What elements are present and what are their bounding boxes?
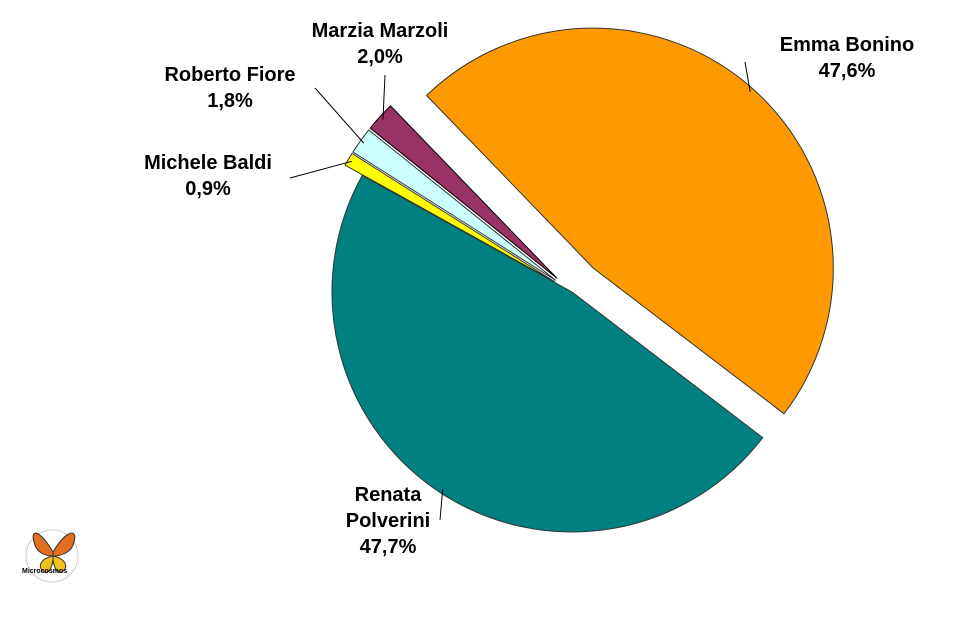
slice-label: Marzia Marzoli 2,0% [280,18,480,70]
category-label: Roberto Fiore [164,64,296,86]
slice-label: Roberto Fiore 1,8% [130,62,330,114]
slice-label: Emma Bonino 47,6% [747,32,947,84]
leader-line [314,87,365,144]
pie-slice [369,105,558,279]
value-label: 0,9% [185,178,231,200]
pie-slice [344,152,556,283]
slice-label: Michele Baldi 0,9% [108,150,308,202]
category-label: Michele Baldi [144,152,272,174]
pie-slice [331,174,764,533]
logo-text: Microcosmos [22,568,68,575]
logo-butterfly [25,529,79,583]
leader-line [289,160,353,179]
leader-line [382,74,386,120]
value-label: 1,8% [207,90,253,112]
category-label: Marzia Marzoli [311,20,449,42]
category-label: Emma Bonino [779,34,915,56]
leader-line [744,61,751,92]
value-label: 2,0% [357,46,403,68]
category-label: Renata Polverini [345,484,431,532]
pie-slice [352,129,557,281]
value-label: 47,6% [818,60,876,82]
pie-slice [425,27,834,415]
leader-line [439,489,444,521]
slice-label: Renata Polverini 47,7% [333,482,443,560]
value-label: 47,7% [359,536,417,558]
